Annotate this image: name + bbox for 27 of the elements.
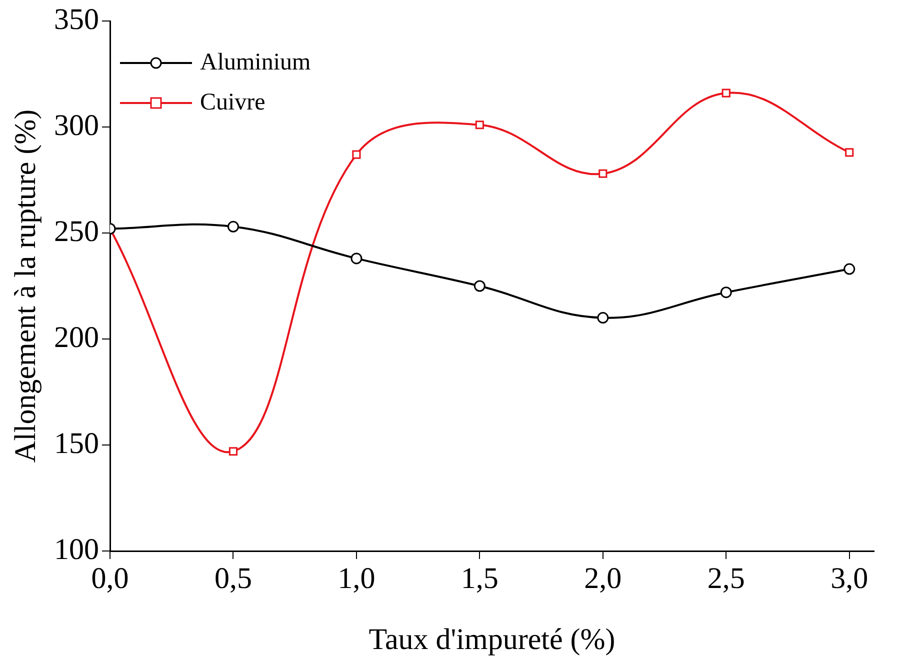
legend-label: Aluminium xyxy=(200,49,312,76)
x-tick-label: 1,5 xyxy=(460,562,498,595)
x-tick-label: 2,5 xyxy=(707,562,745,595)
y-axis-title: Allongement à la rupture (%) xyxy=(8,109,42,463)
x-axis-title: Taux d'impureté (%) xyxy=(368,622,616,656)
point xyxy=(844,263,856,275)
point xyxy=(720,286,732,298)
y-tick-label: 350 xyxy=(54,2,99,36)
y-tick-label: 250 xyxy=(54,214,99,248)
legend-label: Cuivre xyxy=(200,89,266,116)
point xyxy=(722,88,730,98)
x-tick-label: 1,0 xyxy=(338,562,376,595)
x-tick-label: 3,0 xyxy=(830,562,868,595)
x-tick-label: 2,0 xyxy=(584,562,622,595)
y-tick-label: 200 xyxy=(54,320,99,354)
point xyxy=(474,280,486,292)
x-tick-label: 0,5 xyxy=(214,562,252,595)
point xyxy=(352,150,361,159)
point xyxy=(350,252,362,264)
point xyxy=(228,447,238,456)
y-tick-label: 150 xyxy=(54,426,99,460)
point xyxy=(845,148,854,157)
y-tick-label: 300 xyxy=(54,108,99,142)
point xyxy=(597,312,609,324)
point xyxy=(475,120,484,130)
point xyxy=(227,220,239,232)
point xyxy=(598,169,608,178)
